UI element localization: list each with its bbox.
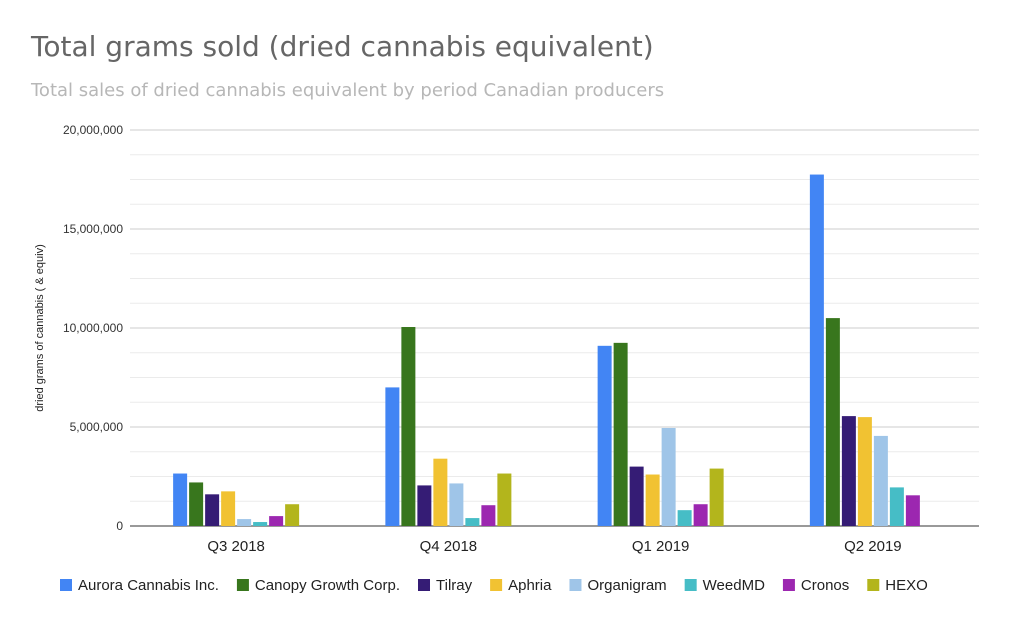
y-axis-label: dried grams of cannabis ( & equiv) [34, 244, 46, 412]
bar [285, 504, 300, 526]
bar [205, 494, 220, 526]
bar [385, 387, 400, 526]
bar [481, 505, 496, 526]
y-axis-ticks: 0 5,000,000 10,000,000 15,000,000 20,000,000 [63, 123, 123, 533]
bar [449, 483, 464, 526]
bar [693, 504, 708, 526]
legend: Aurora Cannabis Inc. Canopy Growth Corp. T… [60, 577, 928, 594]
bar [677, 510, 692, 526]
bar [645, 474, 660, 526]
y-tick-label: 20,000,000 [63, 123, 123, 137]
bar [433, 458, 448, 526]
legend-label: HEXO [885, 577, 928, 594]
bar [613, 342, 628, 526]
legend-swatch [782, 579, 795, 591]
x-category-label: Q2 2019 [844, 538, 902, 555]
y-tick-label: 0 [116, 519, 123, 533]
bar [465, 518, 480, 526]
bar [873, 435, 888, 526]
bar [237, 519, 252, 526]
legend-swatch [490, 579, 503, 591]
y-tick-label: 15,000,000 [63, 222, 123, 236]
x-category-label: Q1 2019 [632, 538, 690, 555]
x-category-label: Q4 2018 [420, 538, 478, 555]
bar [841, 416, 856, 526]
chart-subtitle: Total sales of dried cannabis equivalent… [31, 80, 665, 101]
bar [661, 427, 676, 526]
legend-swatch [418, 579, 430, 591]
bar [417, 485, 432, 526]
legend-label: Canopy Growth Corp. [255, 577, 400, 594]
bar [253, 522, 268, 526]
bar [497, 473, 512, 526]
legend-swatch [569, 579, 582, 591]
legend-swatch [236, 579, 249, 591]
legend-swatch [684, 579, 697, 591]
bar [401, 327, 416, 526]
bar [269, 516, 284, 526]
legend-label: WeedMD [703, 577, 765, 594]
bar [173, 473, 188, 526]
bar [889, 487, 904, 526]
bar [905, 495, 920, 526]
legend-label: Aurora Cannabis Inc. [78, 577, 219, 594]
legend-label: Tilray [436, 577, 473, 594]
bar [221, 491, 236, 526]
bar [857, 417, 872, 526]
legend-label: Aphria [508, 577, 552, 594]
legend-swatch [867, 579, 880, 591]
legend-label: Cronos [801, 577, 849, 594]
chart-title: Total grams sold (dried cannabis equival… [31, 30, 654, 63]
bar [825, 318, 840, 526]
bar [189, 482, 204, 526]
bar [597, 345, 612, 526]
y-tick-label: 5,000,000 [70, 420, 124, 434]
bar [809, 174, 824, 527]
y-tick-label: 10,000,000 [63, 321, 123, 335]
legend-label: Organigram [587, 577, 666, 594]
x-category-label: Q3 2018 [207, 538, 265, 555]
legend-swatch [60, 579, 72, 591]
bar [629, 466, 644, 526]
bar [709, 468, 724, 526]
bars [173, 174, 920, 527]
x-axis-categories: Q3 2018 Q4 2018 Q1 2019 Q2 2019 [207, 538, 901, 555]
